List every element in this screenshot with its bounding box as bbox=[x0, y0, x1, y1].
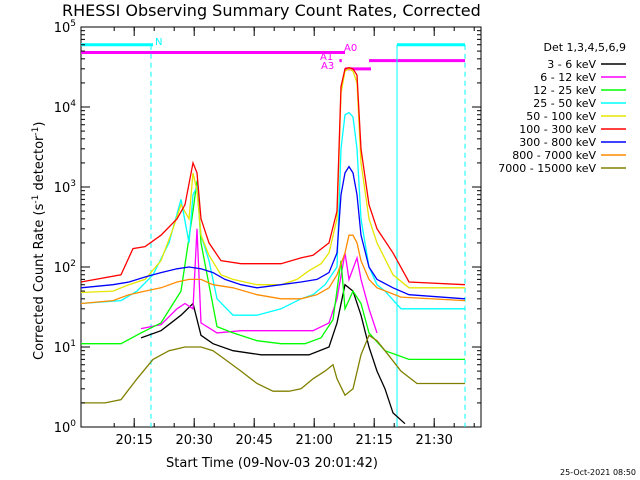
series-line-0 bbox=[140, 283, 406, 425]
series-line-4 bbox=[80, 68, 465, 294]
annotation-n: N bbox=[155, 37, 162, 48]
series-line-8 bbox=[81, 334, 465, 404]
legend-label-0: 3 - 6 keV bbox=[547, 58, 596, 71]
series-line-3 bbox=[80, 111, 465, 316]
legend-label-3: 25 - 50 keV bbox=[533, 97, 596, 110]
series-line-1 bbox=[140, 228, 378, 334]
x-tick-label: 21:30 bbox=[415, 433, 452, 448]
vertical-markers bbox=[150, 44, 466, 427]
y-axis-label-sup1: -1 bbox=[31, 195, 41, 204]
series-line-2 bbox=[81, 180, 465, 361]
y-tick-label: 103 bbox=[54, 179, 76, 196]
y-axis-label-pre: Corrected Count Rate (s bbox=[32, 203, 47, 360]
y-tick-label: 100 bbox=[54, 419, 77, 436]
plot-frame bbox=[80, 26, 482, 428]
series-line-7 bbox=[80, 234, 466, 305]
legend-label-7: 800 - 7000 keV bbox=[512, 149, 596, 162]
legend-label-6: 300 - 800 keV bbox=[519, 136, 596, 149]
annotation-a3: A3 bbox=[321, 61, 334, 72]
annotation-a0: A0 bbox=[344, 43, 357, 54]
x-axis-label: Start Time (09-Nov-03 20:01:42) bbox=[166, 456, 378, 471]
x-axis-ticks: 20:15 20:30 20:45 21:00 21:15 21:30 bbox=[113, 27, 475, 448]
legend-title: Det 1,3,4,5,6,9 bbox=[543, 41, 626, 54]
y-tick-label: 102 bbox=[54, 259, 76, 276]
x-tick-label: 20:30 bbox=[175, 433, 212, 448]
status-bars bbox=[81, 43, 465, 71]
y-axis-label: Corrected Count Rate (s-1 detector-1) bbox=[31, 122, 47, 360]
y-axis-label-post: ) bbox=[32, 122, 47, 127]
y-axis-label-sup2: -1 bbox=[31, 127, 41, 136]
y-axis-ticks: 100 101 102 103 104 105 bbox=[54, 19, 481, 436]
y-tick-label: 105 bbox=[54, 19, 76, 36]
y-tick-label: 101 bbox=[54, 339, 76, 356]
series-line-6 bbox=[80, 165, 466, 300]
chart-title: RHESSI Observing Summary Count Rates, Co… bbox=[62, 1, 481, 20]
annotation-a1: A1 bbox=[320, 52, 333, 63]
legend-label-5: 100 - 300 keV bbox=[519, 123, 596, 136]
x-tick-label: 20:15 bbox=[115, 433, 152, 448]
timestamp-footer: 25-Oct-2021 08:50 bbox=[560, 468, 636, 477]
legend-label-4: 50 - 100 keV bbox=[526, 110, 596, 123]
y-axis-label-mid: detector bbox=[32, 135, 47, 195]
plot-border bbox=[80, 26, 482, 428]
legend-label-1: 6 - 12 keV bbox=[540, 71, 596, 84]
series-lines bbox=[80, 67, 466, 425]
x-tick-label: 20:45 bbox=[235, 433, 272, 448]
legend-label-2: 12 - 25 keV bbox=[533, 84, 596, 97]
x-tick-label: 21:15 bbox=[355, 433, 392, 448]
x-tick-label: 21:00 bbox=[295, 433, 332, 448]
y-tick-label: 104 bbox=[54, 99, 77, 116]
legend-label-8: 7000 - 15000 keV bbox=[498, 162, 596, 175]
series-line-5 bbox=[80, 67, 466, 286]
